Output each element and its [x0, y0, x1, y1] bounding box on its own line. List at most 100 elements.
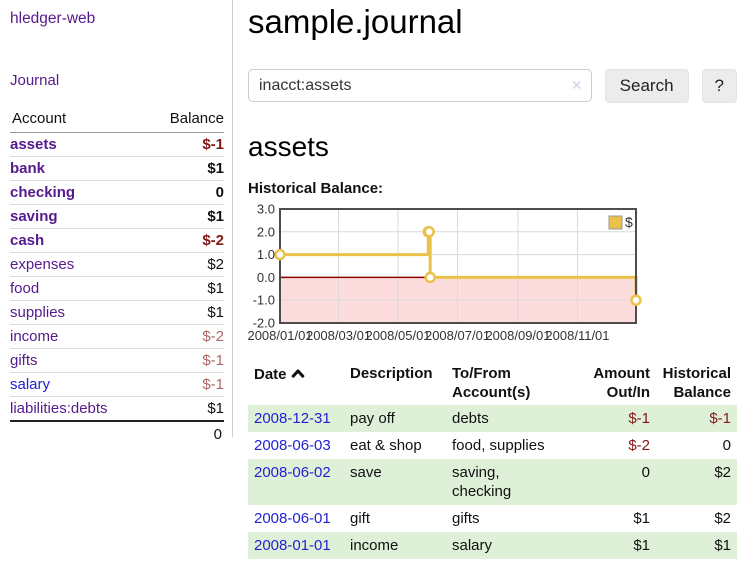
y-tick-label: 0.0: [257, 270, 275, 285]
transaction-accounts: salary: [452, 537, 493, 554]
register-header-balance: Historical Balance: [662, 365, 731, 401]
accounts-header-balance: Balance: [145, 108, 224, 133]
transaction-accounts: food, supplies: [452, 437, 545, 454]
transaction-amount: $-1: [628, 410, 650, 427]
account-row: income $-2: [10, 324, 224, 349]
x-tick-label: 2008/01/01: [247, 328, 312, 343]
accounts-total-value: 0: [10, 420, 224, 447]
x-tick-label: 2008/11/01: [545, 328, 609, 343]
search-input[interactable]: [248, 69, 592, 102]
help-button[interactable]: ?: [701, 69, 737, 103]
register-row: 2008-12-31 pay off debts $-1 $-1: [248, 405, 737, 432]
account-balance: $2: [145, 252, 224, 277]
x-tick-label: 2008/05/01: [365, 328, 430, 343]
transaction-accounts: saving, checking: [452, 464, 512, 500]
transaction-date-link[interactable]: 2008-12-31: [254, 410, 331, 427]
search-button[interactable]: Search: [604, 69, 689, 103]
account-balance: 0: [145, 180, 224, 205]
transaction-description: save: [350, 464, 382, 481]
y-tick-label: 2.0: [257, 224, 275, 239]
register-row: 2008-01-01 income salary $1 $1: [248, 532, 737, 559]
account-link-food[interactable]: food: [10, 280, 40, 297]
register-header-description: Description: [350, 365, 433, 382]
account-row: checking 0: [10, 180, 224, 205]
data-point-marker: [423, 226, 435, 238]
account-link-bank[interactable]: bank: [10, 160, 46, 177]
transaction-description: pay off: [350, 410, 395, 427]
register-row: 2008-06-02 save saving, checking 0 $2: [248, 459, 737, 505]
register-header-date[interactable]: Date: [248, 361, 344, 405]
account-link-income[interactable]: income: [10, 328, 59, 345]
account-row: salary $-1: [10, 372, 224, 397]
transaction-date-link[interactable]: 2008-06-02: [254, 464, 331, 481]
transaction-balance: 0: [722, 437, 731, 454]
nav-journal: Journal: [10, 72, 224, 89]
chart-plot-border: [279, 208, 637, 324]
account-balance: $-1: [202, 136, 224, 153]
account-row: food $1: [10, 276, 224, 301]
transaction-date-link[interactable]: 2008-06-03: [254, 437, 331, 454]
account-balance: $1: [145, 204, 224, 229]
app-brand: hledger-web: [10, 10, 224, 28]
y-tick-label: 3.0: [257, 202, 275, 217]
account-balance: $-2: [145, 324, 224, 349]
x-tick-label: 2008/09/01: [485, 328, 550, 343]
account-link-supplies[interactable]: supplies: [10, 304, 66, 321]
register-header-row: Date Description To/From Account(s) Amou…: [248, 361, 737, 405]
accounts-header-account: Account: [10, 108, 146, 133]
legend-label: $: [625, 214, 633, 230]
transaction-balance: $2: [714, 464, 731, 481]
accounts-table: Account Balance assets $-1 bank $1 check…: [10, 108, 224, 447]
transaction-description: eat & shop: [350, 437, 422, 454]
account-balance: $1: [145, 156, 224, 181]
accounts-header-row: Account Balance: [10, 108, 224, 133]
account-row: assets $-1: [10, 133, 224, 157]
account-row: expenses $2: [10, 252, 224, 277]
accounts-total-row: 0: [10, 420, 224, 447]
register-row: 2008-06-01 gift gifts $1 $2: [248, 505, 737, 532]
transaction-amount: 0: [641, 464, 650, 481]
account-balance: $1: [145, 300, 224, 325]
journal-link[interactable]: Journal: [10, 72, 60, 89]
data-point-marker: [630, 294, 642, 306]
data-point-marker: [274, 248, 286, 261]
transaction-accounts: debts: [452, 410, 489, 427]
data-point-marker: [424, 271, 436, 284]
historical-balance-chart: $3.0 2.0 1.0 0.0 -1.0 -2.0 2008/01/01 2008/03/0…: [247, 202, 737, 351]
account-balance: $-1: [145, 348, 224, 373]
account-balance: $-1: [145, 372, 224, 397]
account-link-salary[interactable]: salary: [10, 376, 51, 393]
brand-link[interactable]: hledger-web: [10, 10, 96, 27]
transaction-accounts: gifts: [452, 510, 480, 527]
transaction-description: income: [350, 537, 399, 554]
account-balance: $1: [145, 396, 224, 421]
transaction-amount: $1: [633, 510, 650, 527]
account-link-saving[interactable]: saving: [10, 208, 58, 225]
account-row: supplies $1: [10, 300, 224, 325]
account-row: saving $1: [10, 204, 224, 229]
account-link-assets[interactable]: assets: [10, 136, 57, 153]
account-link-cash[interactable]: cash: [10, 232, 45, 249]
transaction-balance: $2: [714, 510, 731, 527]
transaction-balance: $-1: [709, 410, 731, 427]
account-row: bank $1: [10, 156, 224, 181]
clear-search-icon[interactable]: ✕: [570, 77, 583, 93]
account-link-expenses[interactable]: expenses: [10, 256, 75, 273]
account-balance: $1: [145, 276, 224, 301]
account-row: cash $-2: [10, 228, 224, 253]
main-content: sample.journal ✕ Search ? assets Histori…: [247, 0, 737, 559]
sort-ascending-icon: [291, 364, 305, 383]
account-link-gifts[interactable]: gifts: [10, 352, 38, 369]
account-link-liabilities-debts[interactable]: liabilities:debts: [10, 400, 108, 417]
legend-swatch: [608, 215, 623, 230]
chart-heading: Historical Balance:: [248, 180, 384, 197]
transaction-date-link[interactable]: 2008-01-01: [254, 537, 331, 554]
register-table: Date Description To/From Account(s) Amou…: [248, 361, 737, 559]
transaction-amount: $1: [633, 537, 650, 554]
register-row: 2008-06-03 eat & shop food, supplies $-2…: [248, 432, 737, 459]
register-header-amount: Amount Out/In: [593, 365, 650, 401]
transaction-date-link[interactable]: 2008-06-01: [254, 510, 331, 527]
account-link-checking[interactable]: checking: [10, 184, 76, 201]
y-tick-label: -1.0: [253, 293, 275, 308]
account-title: assets: [248, 131, 329, 162]
